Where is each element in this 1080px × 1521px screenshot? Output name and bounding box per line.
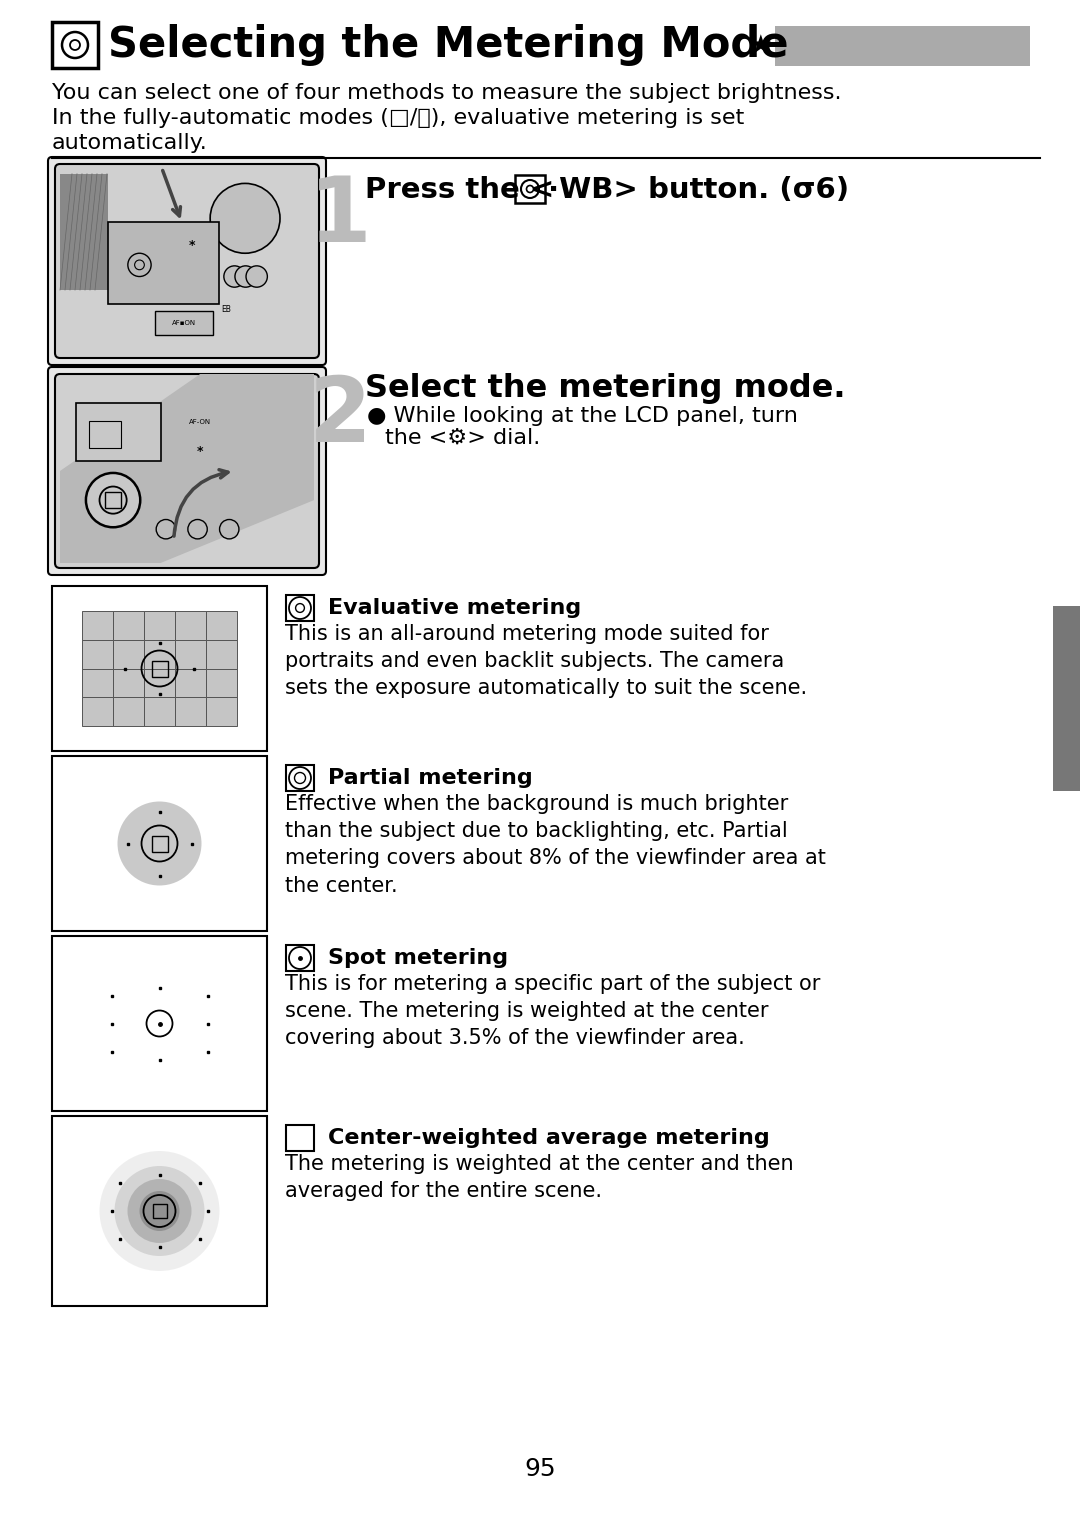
- Circle shape: [219, 520, 239, 538]
- Bar: [113, 669, 144, 697]
- Bar: [82, 640, 113, 669]
- Bar: [151, 660, 167, 677]
- Bar: [206, 611, 237, 640]
- Text: Partial metering: Partial metering: [328, 768, 532, 788]
- Bar: [156, 312, 214, 335]
- Text: In the fully-automatic modes (□/Ⓤ), evaluative metering is set: In the fully-automatic modes (□/Ⓤ), eval…: [52, 108, 744, 128]
- Bar: [52, 935, 267, 1110]
- Bar: [206, 669, 237, 697]
- Bar: [90, 421, 121, 447]
- Circle shape: [211, 184, 280, 252]
- Text: 95: 95: [524, 1457, 556, 1481]
- Text: ·WB> button. (σ6): ·WB> button. (σ6): [548, 176, 849, 204]
- Bar: [82, 669, 113, 697]
- Bar: [52, 756, 267, 931]
- Bar: [286, 765, 314, 791]
- Bar: [52, 586, 267, 751]
- Bar: [52, 21, 98, 68]
- Circle shape: [114, 1167, 204, 1256]
- Text: The metering is weighted at the center and then
averaged for the entire scene.: The metering is weighted at the center a…: [285, 1154, 794, 1202]
- Text: the <⚙> dial.: the <⚙> dial.: [384, 427, 540, 449]
- Text: This is for metering a specific part of the subject or
scene. The metering is we: This is for metering a specific part of …: [285, 973, 821, 1048]
- FancyBboxPatch shape: [55, 374, 319, 567]
- Bar: [515, 175, 545, 202]
- Text: AF-ON: AF-ON: [189, 420, 212, 426]
- Bar: [113, 640, 144, 669]
- Text: Press the <: Press the <: [365, 176, 554, 204]
- Text: 1: 1: [309, 173, 372, 262]
- Bar: [144, 640, 175, 669]
- Text: 2: 2: [309, 373, 372, 461]
- Bar: [82, 697, 113, 726]
- Text: Spot metering: Spot metering: [328, 948, 508, 967]
- Bar: [286, 1126, 314, 1151]
- Text: Selecting the Metering Mode: Selecting the Metering Mode: [108, 24, 788, 65]
- Text: EB: EB: [221, 306, 231, 313]
- Circle shape: [246, 266, 268, 287]
- Bar: [113, 611, 144, 640]
- Bar: [60, 173, 108, 291]
- Circle shape: [139, 1191, 179, 1230]
- Bar: [151, 835, 167, 852]
- Circle shape: [224, 266, 245, 287]
- Text: You can select one of four methods to measure the subject brightness.: You can select one of four methods to me…: [52, 84, 841, 103]
- Bar: [106, 493, 121, 508]
- Text: AF▪ON: AF▪ON: [173, 319, 197, 325]
- Bar: [206, 640, 237, 669]
- Bar: [206, 697, 237, 726]
- FancyBboxPatch shape: [55, 164, 319, 357]
- FancyBboxPatch shape: [48, 367, 326, 575]
- Text: Select the metering mode.: Select the metering mode.: [365, 373, 846, 405]
- Bar: [1053, 605, 1080, 791]
- Circle shape: [235, 266, 256, 287]
- Text: *: *: [197, 446, 203, 458]
- Circle shape: [118, 802, 202, 885]
- Circle shape: [127, 1179, 191, 1243]
- Bar: [108, 222, 218, 304]
- Bar: [52, 1116, 267, 1307]
- Polygon shape: [60, 374, 314, 563]
- Bar: [286, 595, 314, 621]
- Bar: [113, 697, 144, 726]
- Bar: [175, 669, 206, 697]
- Bar: [175, 611, 206, 640]
- Bar: [82, 611, 113, 640]
- Text: Effective when the background is much brighter
than the subject due to backlight: Effective when the background is much br…: [285, 794, 826, 896]
- Bar: [152, 1205, 166, 1218]
- Circle shape: [188, 520, 207, 538]
- Text: *: *: [189, 239, 195, 252]
- Bar: [76, 403, 161, 461]
- Text: ★: ★: [748, 33, 771, 59]
- Bar: [144, 697, 175, 726]
- Bar: [775, 26, 1030, 65]
- Circle shape: [86, 473, 140, 528]
- Text: ● While looking at the LCD panel, turn: ● While looking at the LCD panel, turn: [367, 406, 798, 426]
- Text: Center-weighted average metering: Center-weighted average metering: [328, 1129, 770, 1148]
- FancyBboxPatch shape: [48, 157, 326, 365]
- Circle shape: [99, 1151, 219, 1272]
- Text: Evaluative metering: Evaluative metering: [328, 598, 581, 618]
- Bar: [144, 611, 175, 640]
- Bar: [144, 669, 175, 697]
- Bar: [175, 697, 206, 726]
- Circle shape: [157, 520, 176, 538]
- Text: This is an all-around metering mode suited for
portraits and even backlit subjec: This is an all-around metering mode suit…: [285, 624, 807, 698]
- Bar: [175, 640, 206, 669]
- Bar: [286, 945, 314, 972]
- Text: automatically.: automatically.: [52, 132, 207, 154]
